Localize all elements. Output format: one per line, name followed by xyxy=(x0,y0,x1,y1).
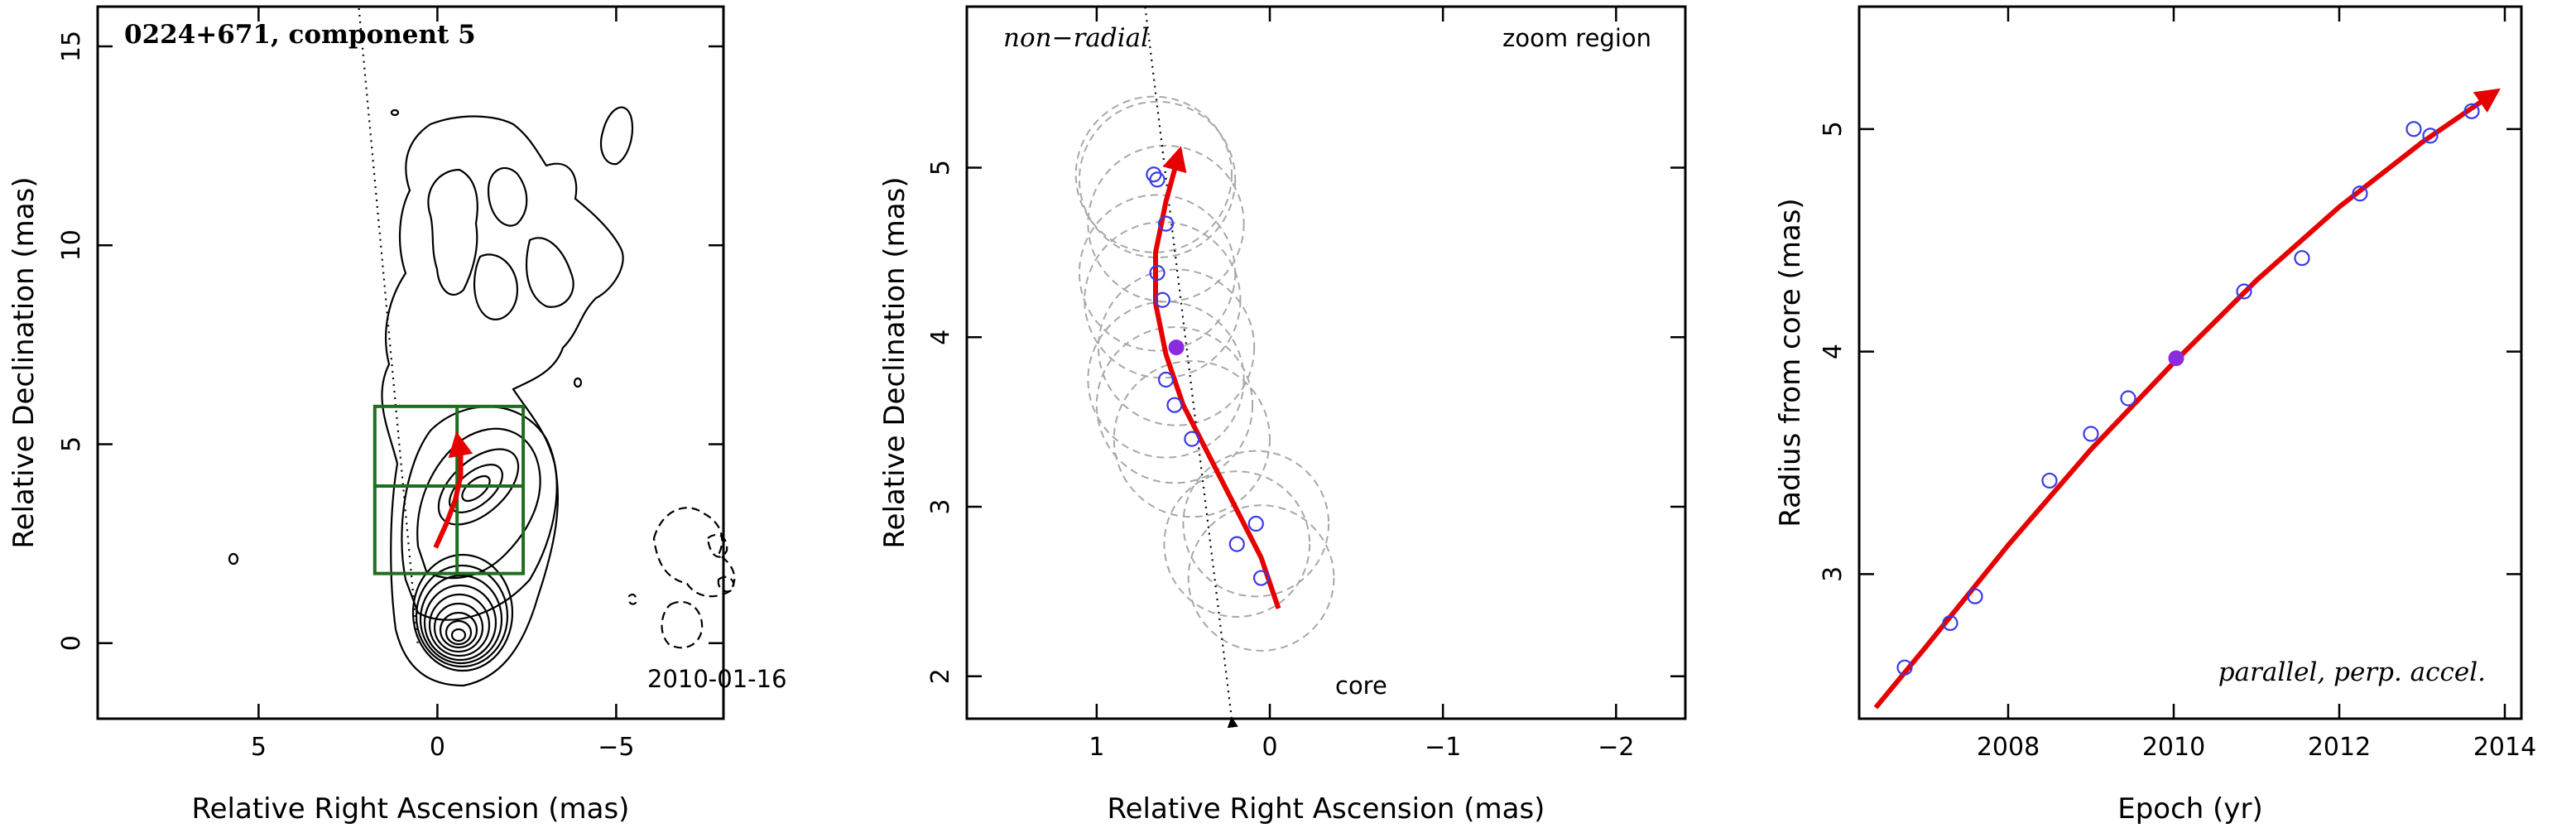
zoom-data-point xyxy=(1166,397,1183,413)
radius-x-axis-label: Epoch (yr) xyxy=(2117,792,2263,826)
zoom-y-axis-label: Relative Declination (mas) xyxy=(878,176,911,548)
zoom-uncertainty-circle xyxy=(1084,221,1242,379)
map-title: 0224+671, component 5 xyxy=(124,20,476,50)
map-panel: 5 0 −5 0 5 10 15 0224+671, component 5 2010-01… xyxy=(7,5,787,826)
radius-x-tick-label: 2010 xyxy=(2142,733,2205,762)
radius-data-point xyxy=(1942,614,1958,632)
zoom-dotted-line xyxy=(1144,6,1238,729)
zoom-annotation-non-radial: non−radial xyxy=(1003,23,1149,53)
radius-data-point xyxy=(1896,659,1913,676)
map-dotted-line xyxy=(358,6,419,643)
zoom-y-tick-label: 3 xyxy=(926,499,955,515)
radius-data-point xyxy=(2352,185,2368,202)
map-x-tick-label: 0 xyxy=(430,733,445,762)
radius-highlight-point xyxy=(2168,350,2184,367)
zoom-x-axis-label: Relative Right Ascension (mas) xyxy=(1108,792,1545,826)
map-data-layer: 5 0 −5 0 5 10 15 xyxy=(57,6,723,762)
map-track xyxy=(433,431,473,549)
radius-data-point xyxy=(2120,390,2136,407)
radius-x-tick-label: 2012 xyxy=(2308,733,2371,762)
zoom-x-tick-label: 0 xyxy=(1262,733,1277,762)
radius-data-point xyxy=(2083,426,2099,442)
map-contours xyxy=(228,106,736,687)
radius-y-tick-label: 5 xyxy=(1819,121,1848,137)
zoom-uncertainty-circle xyxy=(1097,268,1256,426)
radius-y-axis-label: Radius from core (mas) xyxy=(1774,198,1807,527)
zoom-uncertainty-circle xyxy=(1078,100,1237,258)
zoom-y-tick-label: 2 xyxy=(926,668,955,684)
map-y-tick-label: 10 xyxy=(57,229,86,261)
zoom-highlight-point xyxy=(1168,339,1185,356)
radius-x-tick-label: 2014 xyxy=(2473,733,2536,762)
zoom-panel: 1 0 −1 −2 2 3 4 5 non−radial zoom region core R… xyxy=(878,5,1687,826)
zoom-annotation-core: core xyxy=(1335,672,1387,700)
zoom-y-tick-label: 5 xyxy=(926,160,955,176)
zoom-uncertainty-circle xyxy=(1095,326,1254,484)
zoom-y-tick-label: 4 xyxy=(926,330,955,345)
radius-fit-curve xyxy=(1873,88,2501,710)
radius-data-point xyxy=(2405,121,2422,137)
zoom-uncertainty-circle xyxy=(1187,504,1335,652)
radius-y-tick-label: 3 xyxy=(1819,566,1848,582)
zoom-uncertainty-circle xyxy=(1074,95,1233,253)
map-y-tick-label: 5 xyxy=(57,436,86,452)
zoom-data-point xyxy=(1154,291,1170,308)
radius-data-point xyxy=(2422,128,2439,144)
radius-plot-frame xyxy=(1858,5,2523,720)
map-x-axis-label: Relative Right Ascension (mas) xyxy=(192,792,630,826)
zoom-annotation-zoom-region: zoom region xyxy=(1502,24,1651,52)
radius-x-tick-label: 2008 xyxy=(1977,733,2040,762)
map-y-axis-label: Relative Declination (mas) xyxy=(7,176,41,548)
radius-data-point xyxy=(2041,472,2058,489)
zoom-uncertainty-circle xyxy=(1078,194,1237,352)
zoom-x-tick-label: −1 xyxy=(1425,733,1461,762)
zoom-data-point xyxy=(1247,515,1264,532)
zoom-uncertainty-circle xyxy=(1087,301,1245,459)
map-zoom-box xyxy=(372,404,526,575)
zoom-data-point xyxy=(1146,166,1162,183)
zoom-data-point xyxy=(1184,431,1200,447)
map-y-tick-label: 15 xyxy=(57,31,86,62)
zoom-data-point xyxy=(1228,536,1245,552)
zoom-plot-frame xyxy=(965,5,1687,720)
zoom-uncertainty-circle xyxy=(1182,450,1330,598)
zoom-data-point xyxy=(1252,570,1270,586)
radius-panel: 2008 2010 2012 2014 3 4 5 parallel, perp. acce… xyxy=(1774,5,2536,826)
radius-data-layer: 2008 2010 2012 2014 3 4 5 xyxy=(1819,7,2536,762)
radius-y-tick-label: 4 xyxy=(1819,344,1848,359)
radius-data-point xyxy=(2463,103,2480,119)
zoom-data-point xyxy=(1157,371,1175,388)
zoom-data-layer: 1 0 −1 −2 2 3 4 5 xyxy=(926,6,1685,762)
radius-data-point xyxy=(2294,250,2310,267)
map-date-label: 2010-01-16 xyxy=(647,665,787,693)
radius-data-point xyxy=(1967,588,1983,604)
map-y-tick-label: 0 xyxy=(57,635,86,651)
zoom-x-tick-label: −2 xyxy=(1598,733,1634,762)
zoom-uncertainty-circle xyxy=(1163,470,1311,618)
zoom-uncertainty-circle xyxy=(1087,144,1245,303)
map-x-tick-label: 5 xyxy=(251,733,267,762)
radius-data-point xyxy=(2236,283,2252,300)
map-plot-frame xyxy=(96,5,725,720)
zoom-x-tick-label: 1 xyxy=(1089,733,1104,762)
zoom-data-point xyxy=(1157,215,1175,232)
zoom-data-point xyxy=(1149,264,1165,282)
zoom-uncertainty-circle xyxy=(1113,360,1271,518)
zoom-track xyxy=(1153,146,1281,609)
radius-annotation: parallel, perp. accel. xyxy=(2218,657,2486,687)
map-x-tick-label: −5 xyxy=(598,733,634,762)
